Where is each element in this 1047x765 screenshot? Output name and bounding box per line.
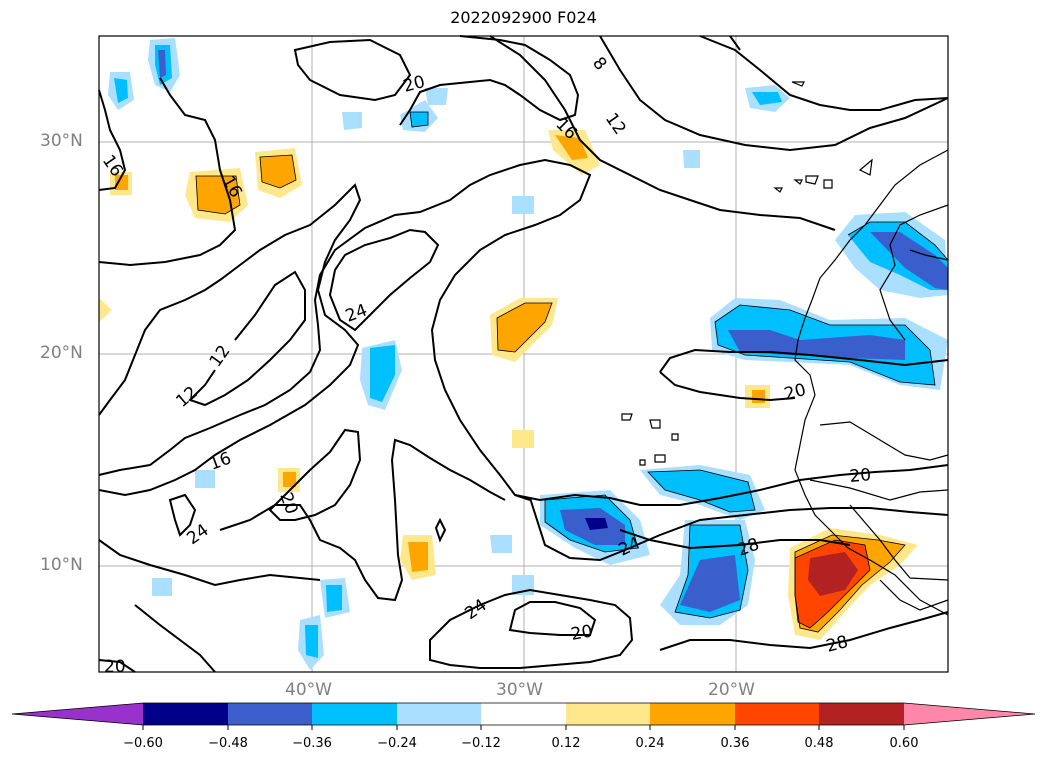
lon-label-30w: 30°W bbox=[496, 680, 543, 700]
colorbar-segment bbox=[143, 703, 228, 725]
shaded-outlines bbox=[195, 111, 949, 633]
colorbar-segment bbox=[819, 703, 904, 725]
contour-label: 20 bbox=[569, 621, 594, 644]
colorbar-extend-high bbox=[904, 703, 1035, 725]
colorbar bbox=[11, 702, 1036, 730]
colorbar-segment bbox=[312, 703, 397, 725]
colorbar-tick: 0.12 bbox=[551, 736, 581, 751]
map-frame bbox=[98, 35, 949, 673]
coastlines bbox=[621, 81, 949, 616]
contour-lines bbox=[98, 35, 949, 673]
colorbar-tick: 0.60 bbox=[889, 736, 919, 751]
colorbar-extend-low bbox=[12, 703, 143, 725]
colorbar-segment bbox=[650, 703, 735, 725]
colorbar-tick: 0.48 bbox=[804, 736, 834, 751]
colorbar-segment bbox=[566, 703, 650, 725]
lat-label-20n: 20°N bbox=[40, 343, 83, 363]
gridlines bbox=[99, 36, 948, 672]
colorbar-tick: −0.60 bbox=[123, 736, 163, 751]
lat-label-10n: 10°N bbox=[40, 555, 83, 575]
colorbar-tick: 0.36 bbox=[720, 736, 750, 751]
map-title: 2022092900 F024 bbox=[450, 8, 597, 27]
colorbar-segment bbox=[735, 703, 819, 725]
colorbar-segment bbox=[397, 703, 481, 725]
contour-label: 20 bbox=[104, 657, 126, 677]
contour-label: 20 bbox=[849, 465, 872, 487]
colorbar-segment bbox=[481, 703, 566, 725]
lon-label-40w: 40°W bbox=[285, 680, 332, 700]
colorbar-tick: −0.48 bbox=[208, 736, 248, 751]
colorbar-tick: 0.24 bbox=[635, 736, 665, 751]
lat-label-30n: 30°N bbox=[40, 131, 83, 151]
colorbar-tick: −0.24 bbox=[377, 736, 417, 751]
colorbar-tick: −0.36 bbox=[292, 736, 332, 751]
colorbar-tick: −0.12 bbox=[461, 736, 501, 751]
colorbar-segment bbox=[228, 703, 312, 725]
lon-label-20w: 20°W bbox=[708, 680, 755, 700]
